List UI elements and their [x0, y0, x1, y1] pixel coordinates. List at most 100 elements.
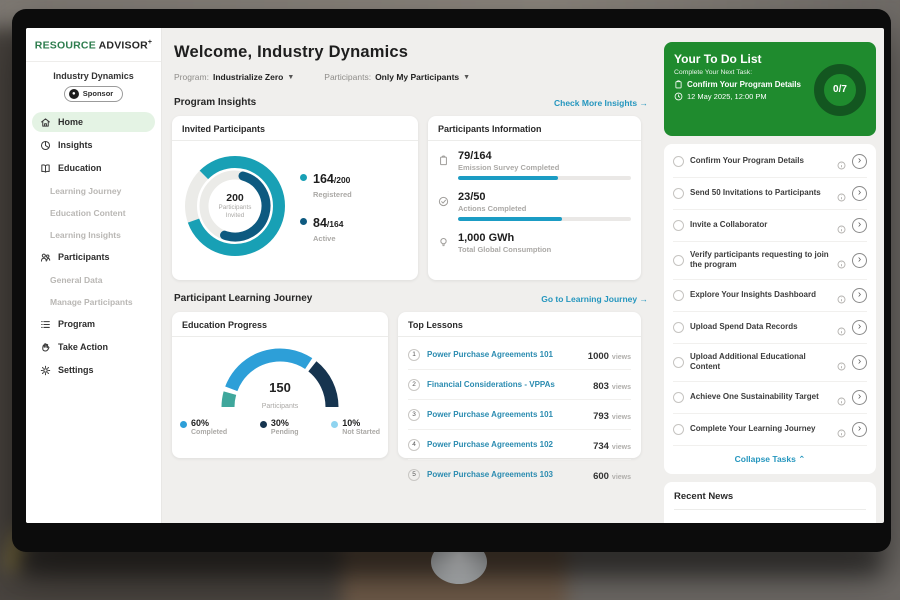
- legend-label: Active: [313, 233, 336, 243]
- legend-dot-icon: [259, 421, 267, 428]
- info-icon[interactable]: [837, 291, 846, 304]
- lesson-link[interactable]: Power Purchase Agreements 103: [427, 470, 553, 479]
- legend-dot-icon: [331, 421, 339, 428]
- task-checkbox[interactable]: [673, 220, 684, 231]
- lesson-link[interactable]: Power Purchase Agreements 102: [427, 440, 553, 449]
- info-icon[interactable]: [837, 393, 846, 406]
- stat-label: Total Global Consumption: [458, 245, 552, 255]
- sidebar-item-participants[interactable]: Participants: [32, 247, 155, 267]
- todo-next-task-label: Confirm Your Program Details: [687, 80, 801, 89]
- task-checkbox[interactable]: [673, 254, 684, 266]
- todo-datetime-row: 12 May 2025, 12:00 PM: [674, 92, 801, 101]
- task-open-button[interactable]: ›: [852, 218, 867, 233]
- sidebar-item-education-content[interactable]: Education Content: [32, 203, 155, 222]
- actions-icon: [438, 191, 450, 221]
- sidebar-item-label: Education Content: [50, 207, 126, 218]
- task-checkbox[interactable]: [673, 356, 684, 368]
- todo-progress-value: 0/7: [833, 84, 847, 95]
- info-icon[interactable]: [837, 189, 846, 202]
- info-icon[interactable]: [837, 425, 846, 438]
- task-open-button[interactable]: ›: [852, 354, 867, 370]
- sidebar-item-insights[interactable]: Insights: [32, 135, 155, 155]
- sidebar-item-program[interactable]: Program: [32, 314, 155, 334]
- views-count: 734: [593, 440, 609, 452]
- task-open-button[interactable]: ›: [852, 186, 867, 201]
- task-open-button[interactable]: ›: [852, 421, 867, 437]
- sidebar-item-settings[interactable]: Settings: [32, 360, 155, 380]
- education-icon: [40, 163, 51, 174]
- task-open-button[interactable]: ›: [852, 287, 867, 303]
- check-more-insights-link[interactable]: Check More Insights →: [554, 98, 648, 108]
- task-checkbox[interactable]: [673, 423, 684, 435]
- sidebar-item-home[interactable]: Home: [32, 112, 155, 132]
- stat-label: Emission Survey Completed: [458, 163, 560, 173]
- participants-dropdown[interactable]: Participants: Only My Participants ▼: [324, 72, 470, 82]
- info-icon[interactable]: [837, 323, 846, 336]
- check-more-insights-label: Check More Insights: [553, 97, 638, 108]
- invited-donut-center: 200 Participants Invited: [180, 151, 290, 261]
- todo-tasks-card: Confirm Your Program Details › Send 50 I…: [664, 144, 876, 474]
- info-icon[interactable]: [837, 157, 846, 170]
- lesson-link[interactable]: Power Purchase Agreements 101: [427, 410, 553, 419]
- task-open-button[interactable]: ›: [852, 252, 867, 268]
- sidebar-item-general-data[interactable]: General Data: [32, 270, 155, 289]
- info-icon[interactable]: [837, 221, 846, 234]
- sidebar: RESOURCE ADVISOR+ Industry Dynamics ● Sp…: [26, 28, 162, 523]
- lesson-link[interactable]: Power Purchase Agreements 101: [427, 350, 553, 359]
- task-label: Send 50 Invitations to Participants: [690, 188, 821, 198]
- education-legend-item-pending: 30% Pending: [259, 418, 299, 436]
- lesson-rank: 1: [408, 348, 420, 361]
- stat-main: 1,000 GWh Total Global Consumption: [458, 232, 631, 258]
- education-legend: 60% Completed 30% Pending 10% Not Starte…: [172, 418, 388, 436]
- education-progress-card: Education Progress 150 Participants 60% …: [172, 312, 388, 458]
- task-checkbox[interactable]: [673, 289, 684, 301]
- go-to-learning-journey-link[interactable]: Go to Learning Journey →: [541, 294, 648, 304]
- program-filter-value: Industrialize Zero: [212, 72, 284, 82]
- todo-datetime: 12 May 2025, 12:00 PM: [687, 92, 767, 101]
- invited-legend: 164/200 Registered 84/164 Active: [300, 170, 352, 243]
- task-checkbox[interactable]: [673, 156, 684, 167]
- lesson-rank: 4: [408, 438, 420, 451]
- learning-journey-header: Participant Learning Journey Go to Learn…: [174, 293, 648, 304]
- insights-cards-row: Invited Participants 200 Participants In…: [172, 116, 650, 280]
- task-open-button[interactable]: ›: [852, 389, 867, 405]
- info-icon[interactable]: [837, 256, 846, 269]
- page-title: Welcome, Industry Dynamics: [174, 43, 409, 61]
- task-checkbox[interactable]: [673, 188, 684, 199]
- sponsor-badge[interactable]: ● Sponsor: [63, 85, 124, 102]
- lesson-link[interactable]: Financial Considerations - VPPAs: [427, 380, 555, 389]
- sidebar-item-education[interactable]: Education: [32, 158, 155, 178]
- lesson-views: 803 views: [593, 376, 631, 394]
- lesson-rank: 2: [408, 378, 420, 391]
- task-checkbox[interactable]: [673, 391, 684, 403]
- task-open-button[interactable]: ›: [852, 154, 867, 169]
- sidebar-item-learning-journey[interactable]: Learning Journey: [32, 181, 155, 200]
- sidebar-item-manage-participants[interactable]: Manage Participants: [32, 292, 155, 311]
- task-checkbox[interactable]: [673, 321, 684, 333]
- task-row-verify-participants-requesting-to-join-the-program: Verify participants requesting to join t…: [673, 242, 867, 280]
- lesson-row: 4 Power Purchase Agreements 102 734 views: [408, 430, 631, 460]
- todo-subtitle: Complete Your Next Task:: [674, 69, 753, 76]
- program-icon: [40, 319, 51, 330]
- arrow-right-icon: →: [639, 293, 649, 304]
- lesson-views: 793 views: [593, 406, 631, 424]
- lesson-row: 3 Power Purchase Agreements 101 793 views: [408, 400, 631, 430]
- task-open-button[interactable]: ›: [852, 319, 867, 335]
- todo-next-task[interactable]: Confirm Your Program Details: [674, 80, 801, 89]
- collapse-tasks-link[interactable]: Collapse Tasks ⌃: [673, 446, 867, 474]
- invited-participants-title: Invited Participants: [172, 116, 418, 141]
- progress-bar-fill: [458, 176, 559, 181]
- info-icon[interactable]: [837, 358, 846, 371]
- views-suffix: views: [611, 443, 631, 451]
- main-content: Welcome, Industry Dynamics Program: Indu…: [162, 28, 662, 523]
- legend-percent: 10%: [342, 418, 361, 428]
- sidebar-item-take-action[interactable]: Take Action: [32, 337, 155, 357]
- participants-information-title: Participants Information: [428, 116, 641, 141]
- legend-label: Completed: [191, 428, 228, 436]
- sidebar-item-learning-insights[interactable]: Learning Insights: [32, 225, 155, 244]
- participants-information-card: Participants Information 79/164 Emission…: [428, 116, 641, 280]
- program-dropdown[interactable]: Program: Industrialize Zero ▼: [174, 72, 294, 82]
- education-legend-item-completed: 60% Completed: [180, 418, 228, 436]
- lesson-rank: 3: [408, 408, 420, 421]
- stat-emission-survey-completed: 79/164 Emission Survey Completed: [438, 150, 631, 181]
